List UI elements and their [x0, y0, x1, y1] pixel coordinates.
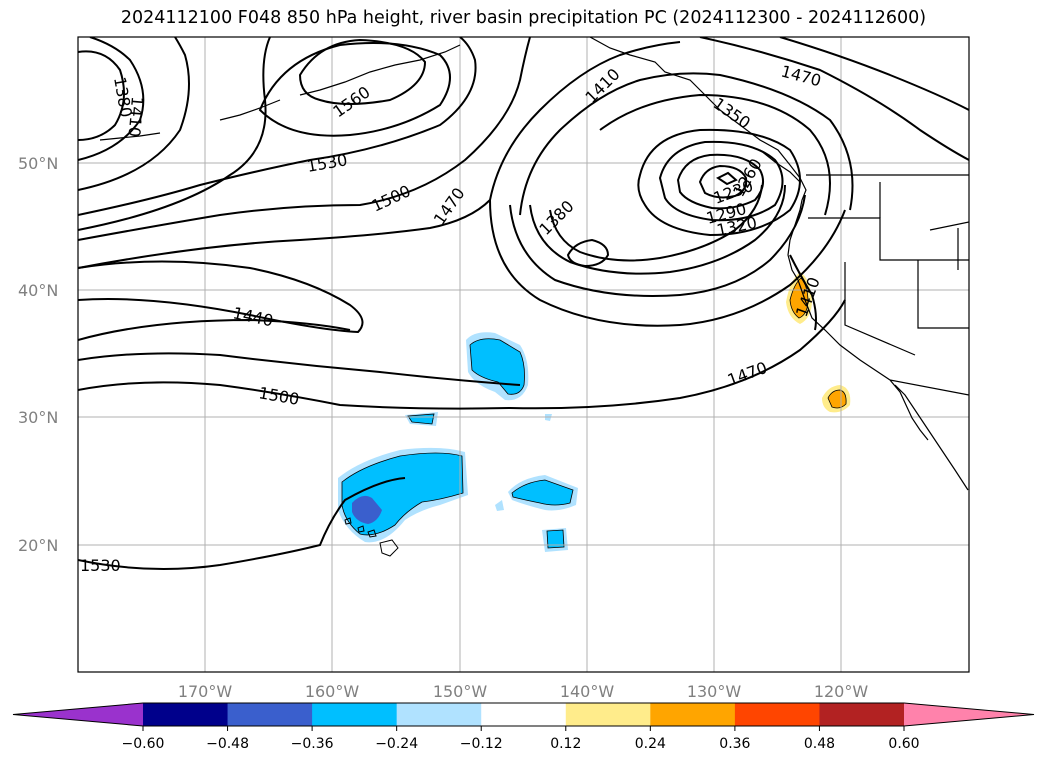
colorbar-segment [565, 703, 651, 726]
colorbar-tick-label: −0.60 [122, 736, 165, 752]
colorbar-tick-label: 0.60 [888, 736, 919, 752]
lat-labels: 50°N 40°N 30°N 20°N [18, 154, 58, 555]
contour-label: 1530 [80, 556, 121, 575]
colorbar-extend-right [904, 703, 1034, 726]
height-contours [78, 37, 969, 570]
lon-labels: 170°W 160°W 150°W 140°W 130°W 120°W [178, 682, 869, 701]
lat-label: 20°N [18, 536, 58, 555]
lon-label: 140°W [560, 682, 615, 701]
contour-label: 1410 [124, 96, 146, 138]
colorbar-segment [819, 703, 905, 726]
colorbar-segment [143, 703, 229, 726]
lat-label: 50°N [18, 154, 58, 173]
colorbar-tick-label: −0.12 [460, 736, 503, 752]
hawaiian-islands [344, 517, 399, 557]
colorbar: −0.60 −0.48 −0.36 −0.24 −0.12 0.12 0.24 0.36 0.4… [12, 702, 1035, 752]
colorbar-extend-left [13, 703, 143, 726]
lon-label: 130°W [687, 682, 742, 701]
lon-label: 170°W [178, 682, 233, 701]
colorbar-segment [312, 703, 398, 726]
colorbar-tick-label: −0.24 [375, 736, 418, 752]
precip-shading [338, 272, 851, 552]
map-frame [77, 36, 970, 673]
colorbar-segment [396, 703, 482, 726]
colorbar-tick-label: 0.48 [804, 736, 835, 752]
colorbar-tick-label: −0.36 [291, 736, 334, 752]
colorbar-tick-label: 0.24 [635, 736, 666, 752]
colorbar-tick-label: −0.48 [206, 736, 249, 752]
colorbar-segment [481, 703, 567, 726]
lon-label: 120°W [814, 682, 869, 701]
colorbar-segment [227, 703, 313, 726]
colorbar-tick-label: 0.12 [550, 736, 581, 752]
shading-outlines [341, 277, 847, 549]
lon-label: 150°W [433, 682, 488, 701]
colorbar-segment [650, 703, 736, 726]
lat-label: 40°N [18, 281, 58, 300]
lon-label: 160°W [305, 682, 360, 701]
map-title: 2024112100 F048 850 hPa height, river ba… [120, 8, 927, 28]
colorbar-segment [734, 703, 820, 726]
gridlines [78, 37, 969, 672]
lat-label: 30°N [18, 408, 58, 427]
colorbar-tick-label: 0.36 [719, 736, 750, 752]
